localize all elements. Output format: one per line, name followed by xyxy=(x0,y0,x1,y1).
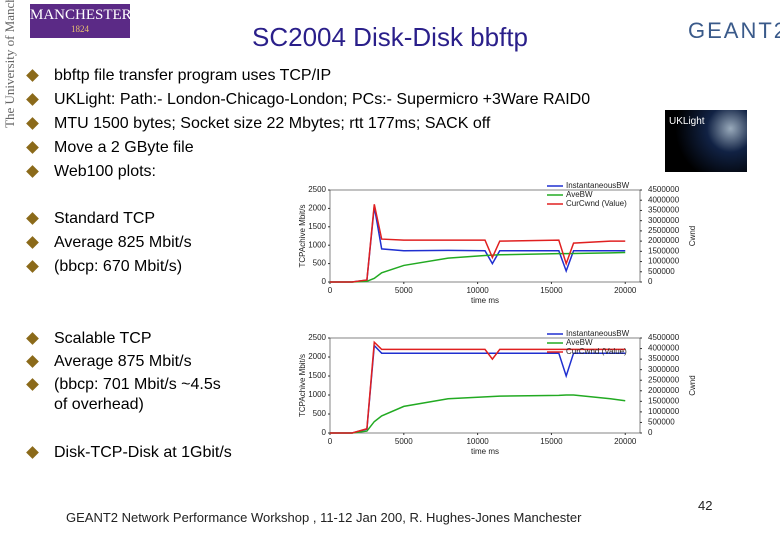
y2-tick-label: 3000000 xyxy=(648,216,680,225)
logo-year: 1824 xyxy=(71,24,89,34)
y2-tick-label: 1500000 xyxy=(648,396,680,405)
plot-frame xyxy=(329,337,641,434)
x-tick-label: 0 xyxy=(328,286,333,295)
y2-tick-label: 1000000 xyxy=(648,407,680,416)
y-tick-label: 500 xyxy=(313,259,327,268)
x-tick-label: 15000 xyxy=(540,286,563,295)
bullet-marker xyxy=(26,355,39,368)
bullet-text: UKLight: Path:- London-Chicago-London; P… xyxy=(54,91,591,108)
y-tick-label: 0 xyxy=(322,428,327,437)
y2-tick-label: 500000 xyxy=(648,418,675,427)
y2-tick-label: 4000000 xyxy=(648,344,680,353)
x-tick-label: 0 xyxy=(328,437,333,446)
legend-label: CurCwnd (Value) xyxy=(566,347,627,356)
y2-tick-label: 1500000 xyxy=(648,246,680,255)
bullet-marker xyxy=(26,69,39,82)
bullet-text: Average 875 Mbit/s xyxy=(54,353,192,370)
series-line xyxy=(330,343,626,434)
bullet-text: (bbcp: 701 Mbit/s ~4.5s of overhead) xyxy=(54,376,221,413)
series-line xyxy=(330,204,626,283)
x-tick-label: 10000 xyxy=(466,286,489,295)
slide-title: SC2004 Disk-Disk bbftp xyxy=(252,22,528,52)
y-tick-label: 0 xyxy=(322,277,327,286)
footer-text: GEANT2 Network Performance Workshop , 11… xyxy=(66,510,582,525)
y2-tick-label: 3500000 xyxy=(648,206,680,215)
x-tick-label: 5000 xyxy=(395,286,413,295)
bullet-marker xyxy=(26,117,39,130)
series-line xyxy=(330,251,626,283)
y-tick-label: 1500 xyxy=(308,222,326,231)
y2-tick-label: 500000 xyxy=(648,267,675,276)
x-axis-label: time ms xyxy=(471,447,499,456)
y2-tick-label: 2000000 xyxy=(648,236,680,245)
bullet-text: Move a 2 GByte file xyxy=(54,139,194,156)
partner-logo: GEANT2 xyxy=(688,18,780,43)
x-tick-label: 20000 xyxy=(614,286,637,295)
image-label: UKLight xyxy=(669,116,705,127)
x-tick-label: 20000 xyxy=(614,437,637,446)
y-tick-label: 1500 xyxy=(308,371,326,380)
y-tick-label: 1000 xyxy=(308,390,326,399)
bullet-marker xyxy=(26,236,39,249)
y2-tick-label: 2000000 xyxy=(648,386,680,395)
y-axis-label: TCPAchive Mbit/s xyxy=(298,205,307,268)
bullet-text: bbftp file transfer program uses TCP/IP xyxy=(54,67,332,84)
x-tick-label: 10000 xyxy=(466,437,489,446)
bullet-text: Scalable TCP xyxy=(54,330,152,347)
series-line xyxy=(330,206,626,283)
plot: 0500100015002000250005000001000000150000… xyxy=(298,330,697,456)
bullet-marker xyxy=(26,446,39,459)
bullet-text: Disk-TCP-Disk at 1Gbit/s xyxy=(54,444,232,461)
series-line xyxy=(330,340,626,434)
logo-name: MANCHESTER xyxy=(30,7,132,23)
legend-label: InstantaneousBW xyxy=(566,330,630,338)
bullet-marker xyxy=(26,93,39,106)
legend-label: CurCwnd (Value) xyxy=(566,199,627,208)
y-axis-label: TCPAchive Mbit/s xyxy=(298,354,307,417)
y2-tick-label: 4500000 xyxy=(648,333,680,342)
bullet-text: Web100 plots: xyxy=(54,163,156,180)
y-tick-label: 2000 xyxy=(308,352,326,361)
bullet-text: (bbcp: 670 Mbit/s) xyxy=(54,258,183,275)
x-tick-label: 5000 xyxy=(395,437,413,446)
y2-tick-label: 2500000 xyxy=(648,226,680,235)
y2-tick-label: 3000000 xyxy=(648,365,680,374)
y-tick-label: 500 xyxy=(313,409,327,418)
plot: 0500100015002000250005000001000000150000… xyxy=(298,182,697,305)
y2-tick-label: 4500000 xyxy=(648,185,680,194)
bullet-marker xyxy=(26,212,39,225)
bullet-marker xyxy=(26,165,39,178)
bullet-text: Standard TCP xyxy=(54,210,156,227)
x-tick-label: 15000 xyxy=(540,437,563,446)
uklight-image: UKLight xyxy=(665,110,747,172)
bullet-marker xyxy=(26,332,39,345)
legend-label: AveBW xyxy=(566,338,593,347)
bullet-text: Average 825 Mbit/s xyxy=(54,234,192,251)
y2-tick-label: 0 xyxy=(648,277,653,286)
y-tick-label: 1000 xyxy=(308,240,326,249)
bullet-marker xyxy=(26,141,39,154)
series-line xyxy=(330,394,626,434)
legend-label: InstantaneousBW xyxy=(566,182,630,190)
bullet-text: MTU 1500 bytes; Socket size 22 Mbytes; r… xyxy=(54,115,491,132)
plot-frame xyxy=(329,189,641,283)
y-tick-label: 2500 xyxy=(308,185,326,194)
x-axis-label: time ms xyxy=(471,296,499,305)
y2-axis-label: Cwnd xyxy=(688,226,697,246)
y2-tick-label: 4000000 xyxy=(648,195,680,204)
y2-tick-label: 0 xyxy=(648,428,653,437)
university-logo: MANCHESTER 1824 xyxy=(30,4,132,38)
bullet-marker xyxy=(26,378,39,391)
y2-tick-label: 1000000 xyxy=(648,257,680,266)
y2-tick-label: 2500000 xyxy=(648,375,680,384)
legend-label: AveBW xyxy=(566,190,593,199)
y2-tick-label: 3500000 xyxy=(648,354,680,363)
page-number: 42 xyxy=(698,498,713,513)
bullet-marker xyxy=(26,260,39,273)
y-tick-label: 2500 xyxy=(308,333,326,342)
y-tick-label: 2000 xyxy=(308,204,326,213)
y2-axis-label: Cwnd xyxy=(688,375,697,395)
